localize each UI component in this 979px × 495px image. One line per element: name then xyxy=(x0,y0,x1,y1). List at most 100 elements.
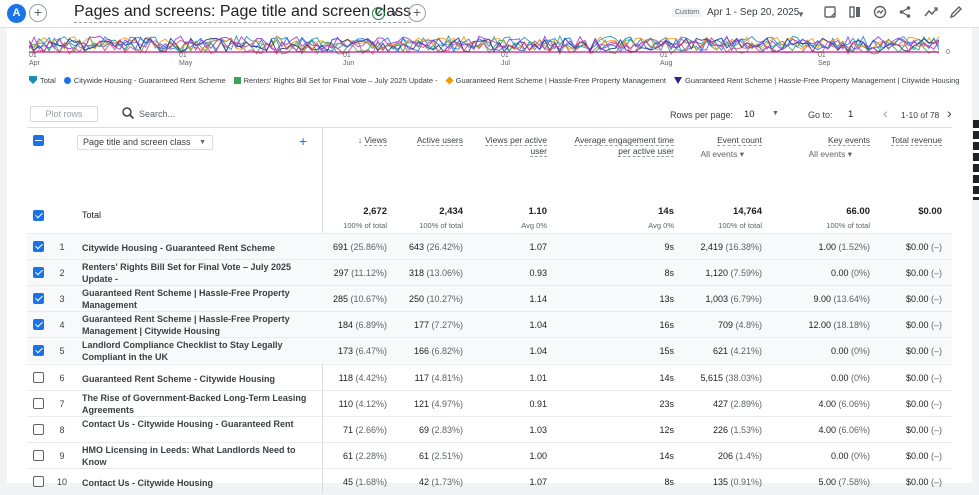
event-filter-select[interactable]: All events ▾ xyxy=(808,149,852,159)
metric-cell: 5.00 (7.58%) xyxy=(818,476,870,487)
metric-cell: 4.00 (6.06%) xyxy=(818,398,870,409)
metric-cell: $0.00 (–) xyxy=(905,242,942,252)
line-chart[interactable] xyxy=(29,34,939,74)
row-checkbox[interactable] xyxy=(33,319,44,331)
metric-cell: 23s xyxy=(659,398,674,409)
page-title-cell[interactable]: Guaranteed Rent Scheme | Hassle-Free Pro… xyxy=(82,314,290,337)
metric-cell: 643 (26.42%) xyxy=(408,242,463,252)
add-report-button[interactable]: + xyxy=(408,4,426,22)
metric-cell: 69 (2.83%) xyxy=(418,424,463,435)
metric-cell: 0.91 xyxy=(529,398,547,409)
check-circle-icon[interactable]: ✓ xyxy=(372,7,385,20)
row-checkbox[interactable] xyxy=(33,371,44,383)
metric-cell: 621 (4.21%) xyxy=(712,346,762,357)
metric-cell: 1.01 xyxy=(529,372,547,383)
rows-per-page-select[interactable]: 10 xyxy=(744,109,755,120)
row-checkbox[interactable] xyxy=(33,241,44,252)
metric-cell: 1,120 (7.59%) xyxy=(705,268,762,279)
chart-x-tick: 01 May xyxy=(179,52,193,67)
legend-item[interactable]: Guaranteed Rent Scheme | Hassle-Free Pro… xyxy=(674,76,959,85)
legend-swatch-icon xyxy=(445,76,454,84)
metric-cell: 285 (10.67%) xyxy=(332,294,387,305)
edit-icon[interactable] xyxy=(948,5,964,21)
chevron-down-icon[interactable]: ▼ xyxy=(391,9,399,18)
page-title-cell[interactable]: Renters' Rights Bill Set for Final Vote … xyxy=(82,262,292,285)
legend-item[interactable]: Total xyxy=(29,76,56,85)
metric-cell: 13s xyxy=(659,294,674,305)
column-header[interactable]: Active users xyxy=(416,135,463,146)
chevron-left-icon[interactable]: ‹ xyxy=(883,105,888,121)
page-title-cell[interactable]: Contact Us - Citywide Housing - Guarante… xyxy=(82,418,294,429)
page-title-cell[interactable]: HMO Licensing in Leeds: What Landlords N… xyxy=(82,444,296,467)
column-header[interactable]: ↓ Views xyxy=(357,135,387,146)
select-all-checkbox[interactable] xyxy=(33,135,44,146)
metric-cell: 121 (4.97%) xyxy=(413,398,463,409)
row-checkbox[interactable] xyxy=(33,345,44,357)
page-title-cell[interactable]: Landlord Compliance Checklist to Stay Le… xyxy=(82,340,283,363)
page-title-cell[interactable]: Guaranteed Rent Scheme - Citywide Housin… xyxy=(82,373,276,384)
chart-x-tick: 01 Aug xyxy=(660,52,673,67)
page-title-cell[interactable]: Contact Us - Citywide Housing xyxy=(82,477,214,488)
totals-label: Total xyxy=(82,210,102,220)
plot-rows-button[interactable]: Plot rows xyxy=(30,106,98,122)
table-row[interactable]: 7 The Rise of Government-Backed Long-Term… xyxy=(27,389,952,416)
column-header[interactable]: Views per active user xyxy=(485,135,547,157)
compare-icon[interactable] xyxy=(847,5,863,21)
table-row[interactable]: 1 Citywide Housing - Guaranteed Rent Sche… xyxy=(27,233,952,259)
row-checkbox[interactable] xyxy=(33,449,44,461)
dimension-select[interactable]: Page title and screen class ▼ xyxy=(77,135,213,150)
add-comparison-button[interactable]: + xyxy=(29,4,47,22)
metric-cell: $0.00 (–) xyxy=(905,320,942,331)
legend-item[interactable]: Renters' Rights Bill Set for Final Vote … xyxy=(233,76,438,85)
chart-legend: Total Citywide Housing - Guaranteed Rent … xyxy=(29,74,959,86)
side-panel-handle[interactable] xyxy=(973,120,979,200)
pagination-range: 1-10 of 78 xyxy=(901,110,940,120)
table-row[interactable]: 9 HMO Licensing in Leeds: What Landlords … xyxy=(27,441,952,468)
page-title-cell[interactable]: The Rise of Government-Backed Long-Term … xyxy=(82,392,307,415)
metric-cell: 0.00 (0%) xyxy=(830,346,870,357)
column-header[interactable]: Total revenue xyxy=(890,135,942,146)
goto-input[interactable]: 1 xyxy=(848,109,854,120)
table-row[interactable]: 10 Contact Us - Citywide Housing 45 (1.68%… xyxy=(27,467,952,494)
chevron-down-icon: ▼ xyxy=(199,139,206,146)
column-header[interactable]: Average engagement time per active user xyxy=(574,135,674,157)
table-row[interactable]: 5 Landlord Compliance Checklist to Stay L… xyxy=(27,337,952,364)
row-checkbox[interactable] xyxy=(33,475,44,487)
trend-icon[interactable] xyxy=(923,5,939,21)
chevron-right-icon[interactable]: › xyxy=(947,105,952,121)
metric-cell: 1.03 xyxy=(529,424,547,435)
totals-checkbox[interactable] xyxy=(33,210,44,221)
table-row[interactable]: 4 Guaranteed Rent Scheme | Hassle-Free Pr… xyxy=(27,311,952,338)
chart-x-tick: 01 Jun xyxy=(343,52,355,67)
insights-icon[interactable] xyxy=(872,5,888,21)
row-checkbox[interactable] xyxy=(33,293,44,305)
page-title-cell[interactable]: Guaranteed Rent Scheme | Hassle-Free Pro… xyxy=(82,288,290,311)
row-number: 10 xyxy=(56,476,67,487)
share-icon[interactable] xyxy=(897,5,913,21)
date-range-picker[interactable]: Apr 1 - Sep 20, 2025 xyxy=(707,7,800,18)
column-header[interactable]: Key events xyxy=(827,135,870,146)
row-checkbox[interactable] xyxy=(33,423,44,435)
total-percent: 100% of total xyxy=(343,221,387,230)
row-checkbox[interactable] xyxy=(33,267,44,279)
legend-item[interactable]: Citywide Housing - Guaranteed Rent Schem… xyxy=(63,76,226,85)
notes-icon[interactable] xyxy=(822,5,838,21)
page-title-cell[interactable]: Citywide Housing - Guaranteed Rent Schem… xyxy=(82,243,276,253)
chart-y-axis-zero: 0 xyxy=(946,49,950,56)
event-filter-select[interactable]: All events ▾ xyxy=(700,149,744,159)
table-row[interactable]: 2 Renters' Rights Bill Set for Final Vote… xyxy=(27,259,952,286)
total-value: 14,764 xyxy=(732,206,762,217)
table-row[interactable]: 8 Contact Us - Citywide Housing - Guarant… xyxy=(27,415,952,442)
account-avatar[interactable]: A xyxy=(7,4,26,23)
date-range-chevron-icon[interactable]: ▼ xyxy=(797,10,805,19)
table-row[interactable]: 6 Guaranteed Rent Scheme - Citywide Housi… xyxy=(27,363,952,390)
table-row[interactable]: 3 Guaranteed Rent Scheme | Hassle-Free Pr… xyxy=(27,285,952,312)
legend-label: Guaranteed Rent Scheme | Hassle-Free Pro… xyxy=(455,75,667,85)
metric-cell: 8s xyxy=(664,268,674,279)
legend-item[interactable]: Guaranteed Rent Scheme | Hassle-Free Pro… xyxy=(445,75,667,85)
add-dimension-button[interactable]: + xyxy=(299,133,308,149)
column-header[interactable]: Event count xyxy=(717,135,762,146)
row-checkbox[interactable] xyxy=(33,397,44,409)
search-input[interactable] xyxy=(139,105,299,123)
chevron-down-icon[interactable]: ▼ xyxy=(772,110,779,117)
